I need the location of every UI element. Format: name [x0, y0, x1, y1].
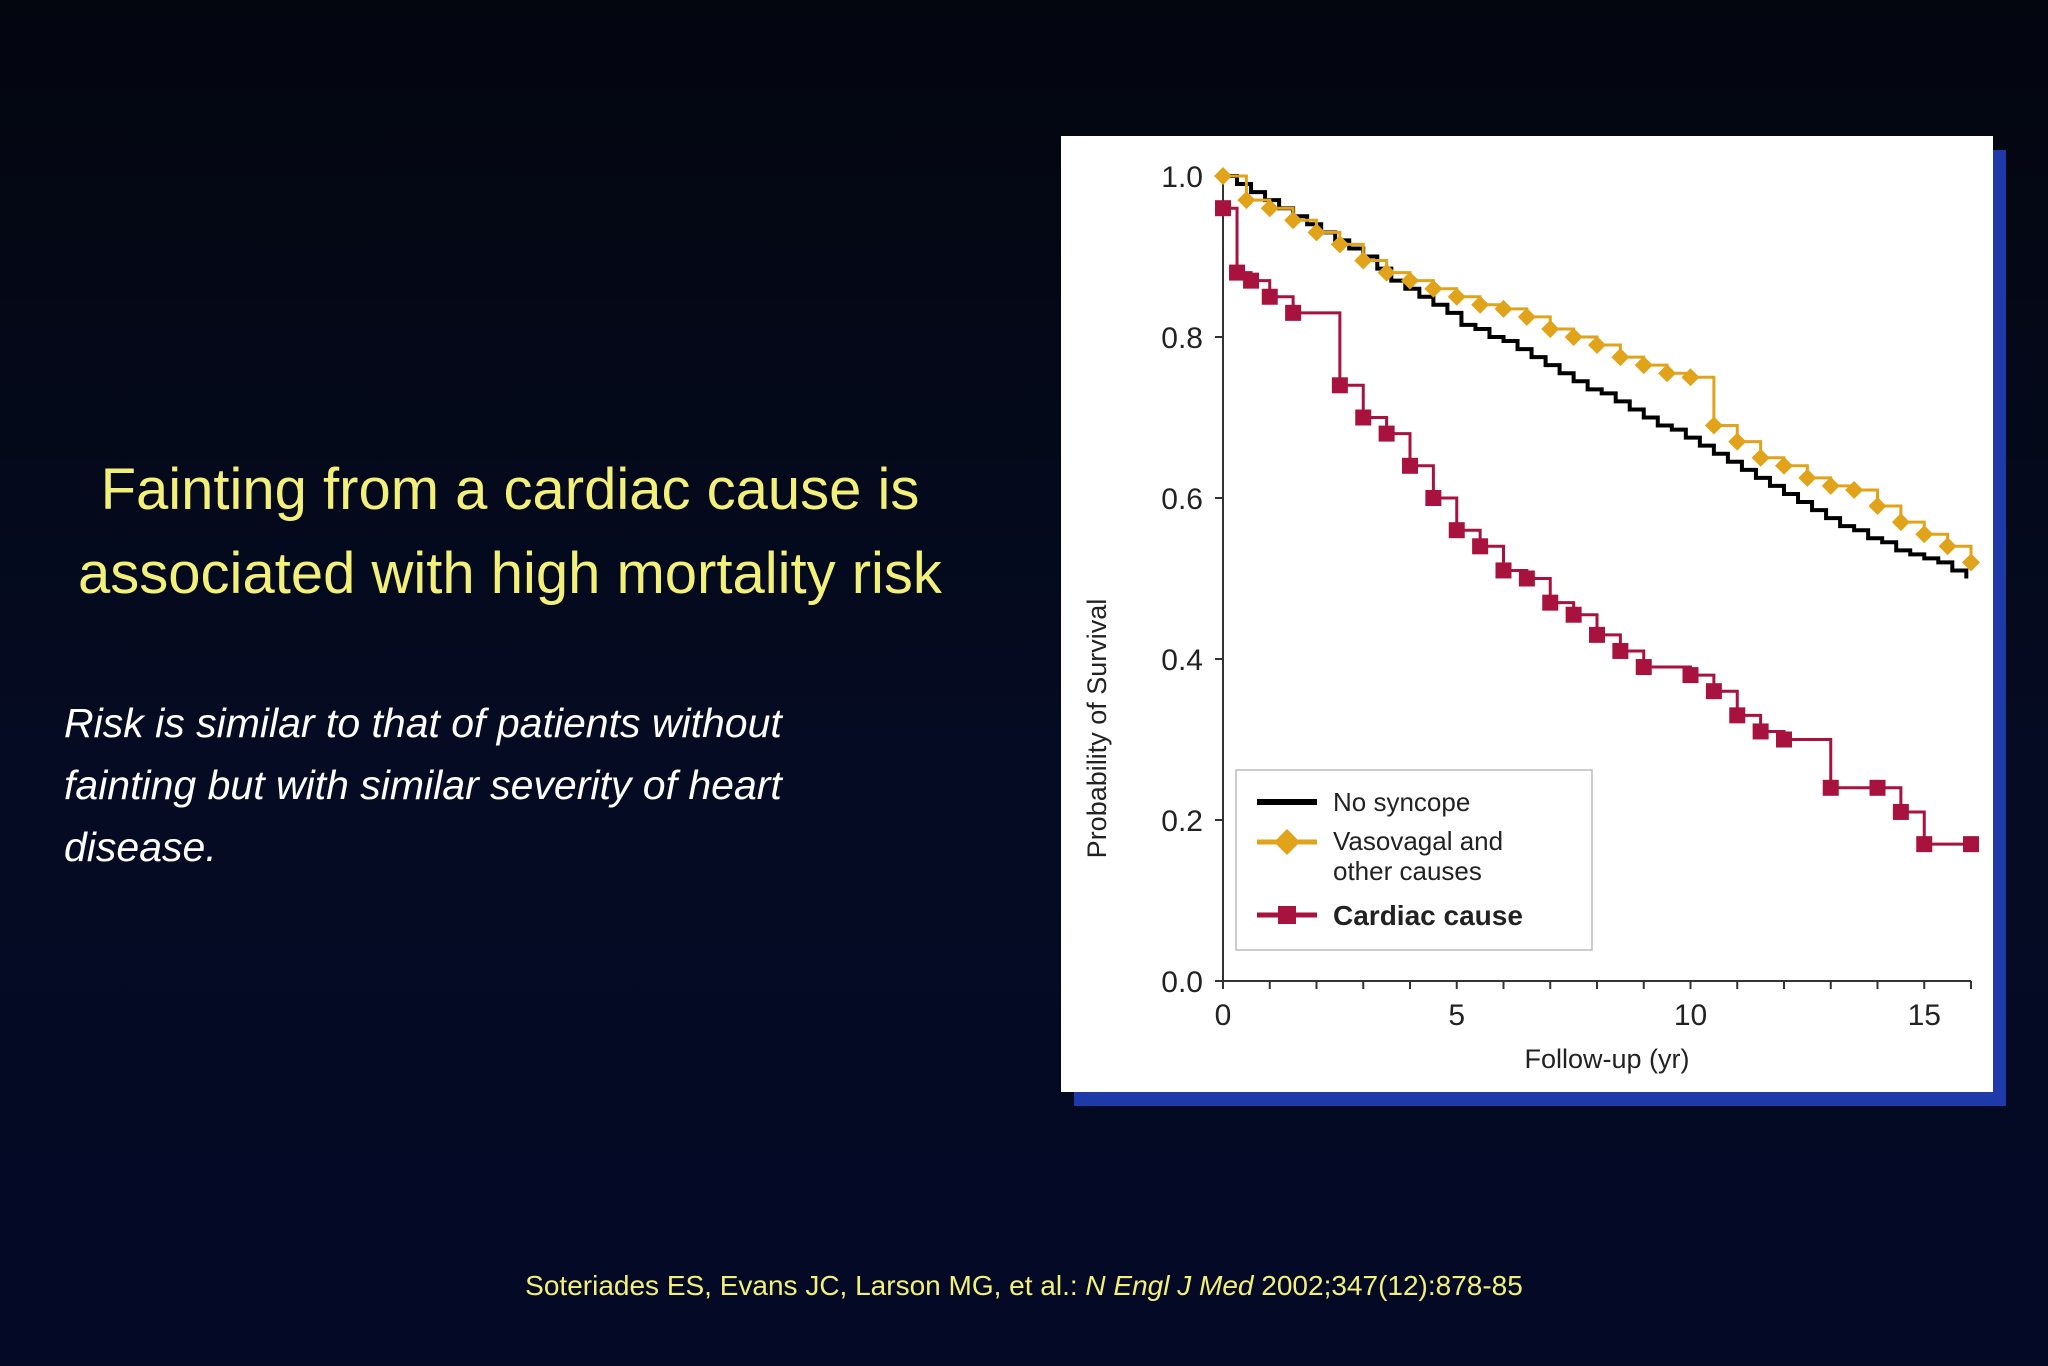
vasovagal-point — [1821, 476, 1840, 495]
vasovagal-point — [1471, 295, 1490, 314]
cardiac-point — [1729, 707, 1746, 724]
vasovagal-point — [1962, 553, 1980, 572]
chart-legend: No syncope Vasovagal and other causes Ca… — [1235, 769, 1593, 951]
vasovagal-point — [1751, 448, 1770, 467]
vasovagal-point — [1658, 364, 1677, 383]
legend-label-vasovagal-line2: other causes — [1333, 856, 1482, 886]
cardiac-point — [1892, 803, 1909, 820]
vasovagal-point — [1564, 328, 1583, 346]
x-axis-title: Follow-up (yr) — [1524, 1044, 1689, 1074]
legend-label-cardiac: Cardiac cause — [1333, 900, 1523, 931]
y-tick-label: 0.0 — [1161, 966, 1203, 999]
y-tick-label: 1.0 — [1161, 161, 1203, 194]
vasovagal-point — [1260, 199, 1279, 218]
cardiac-point — [1215, 200, 1231, 217]
vasovagal-point — [1798, 468, 1817, 487]
vasovagal-point — [1284, 211, 1303, 230]
vasovagal-point — [1330, 235, 1349, 254]
vasovagal-point — [1494, 299, 1513, 318]
citation-authors: Soteriades ES, Evans JC, Larson MG, et a… — [525, 1270, 1078, 1301]
slide-headline: Fainting from a cardiac cause is associa… — [40, 448, 980, 616]
cardiac-point — [1822, 779, 1839, 796]
vasovagal-point — [1915, 525, 1934, 544]
vasovagal-point — [1447, 287, 1466, 306]
cardiac-point — [1355, 409, 1372, 426]
cardiac-point — [1635, 659, 1652, 676]
x-tick-label: 15 — [1908, 999, 1941, 1032]
cardiac-point — [1495, 562, 1512, 579]
cardiac-point — [1589, 626, 1605, 643]
legend-label-no-syncope: No syncope — [1333, 787, 1470, 817]
cardiac-point — [1229, 264, 1246, 281]
headline-line-1: Fainting from a cardiac cause is — [100, 457, 920, 522]
x-tick-label: 0 — [1215, 999, 1232, 1032]
vasovagal-point — [1307, 223, 1326, 242]
vasovagal-point — [1611, 348, 1630, 367]
vasovagal-point — [1704, 416, 1723, 435]
cardiac-point — [1378, 425, 1395, 442]
y-axis-title: Probability of Survival — [1082, 599, 1112, 859]
vasovagal-point — [1845, 480, 1864, 499]
vasovagal-point — [1868, 497, 1887, 516]
legend-marker-vasovagal — [1274, 829, 1300, 855]
cardiac-point — [1752, 723, 1769, 740]
cardiac-point — [1425, 490, 1442, 506]
cardiac-point — [1682, 667, 1699, 684]
vasovagal-point — [1634, 356, 1653, 375]
cardiac-point — [1542, 594, 1559, 611]
legend-marker-cardiac — [1278, 906, 1296, 924]
cardiac-point — [1705, 683, 1722, 700]
vasovagal-point — [1517, 307, 1536, 326]
subtext-line-2: fainting but with similar severity of he… — [64, 762, 782, 808]
citation: Soteriades ES, Evans JC, Larson MG, et a… — [0, 1270, 2048, 1302]
cardiac-point — [1565, 606, 1582, 623]
cardiac-point — [1331, 377, 1348, 394]
legend-label-vasovagal-line1: Vasovagal and — [1333, 826, 1503, 856]
vasovagal-point — [1891, 513, 1910, 532]
cardiac-point — [1869, 779, 1886, 796]
cardiac-point — [1963, 836, 1979, 853]
series-line-cardiac — [1223, 206, 1971, 846]
cardiac-point — [1243, 272, 1260, 289]
vasovagal-point — [1681, 368, 1700, 387]
y-tick-label: 0.2 — [1161, 805, 1203, 838]
cardiac-point — [1402, 457, 1418, 474]
chart-panel: 0.0 0.2 0.4 0.6 0.8 1.0 0 5 10 15 Follow-up (yr) Pr… — [1061, 136, 1993, 1092]
x-tick-label: 10 — [1674, 999, 1707, 1032]
subtext-line-1: Risk is similar to that of patients with… — [64, 700, 782, 746]
x-tick-label: 5 — [1448, 999, 1465, 1032]
citation-journal: N Engl J Med — [1085, 1270, 1254, 1301]
vasovagal-point — [1401, 271, 1419, 290]
vasovagal-point — [1938, 537, 1957, 556]
cardiac-point — [1916, 836, 1933, 853]
y-tick-label: 0.4 — [1161, 644, 1203, 677]
subtext-line-3: disease. — [64, 824, 217, 870]
cardiac-point — [1285, 304, 1302, 321]
vasovagal-point — [1728, 432, 1747, 451]
slide-subtext: Risk is similar to that of patients with… — [64, 692, 924, 878]
survival-chart: 0.0 0.2 0.4 0.6 0.8 1.0 0 5 10 15 Follow-up (yr) Pr… — [1082, 161, 1980, 1074]
chart-series — [1214, 167, 1980, 853]
citation-ref: 2002;347(12):878-85 — [1261, 1270, 1523, 1301]
cardiac-point — [1448, 522, 1465, 539]
vasovagal-point — [1541, 319, 1560, 338]
cardiac-point — [1776, 731, 1792, 748]
y-tick-label: 0.6 — [1161, 483, 1203, 516]
vasovagal-point — [1354, 251, 1373, 270]
vasovagal-point — [1588, 336, 1606, 355]
vasovagal-point — [1214, 167, 1232, 185]
y-tick-label: 0.8 — [1161, 322, 1203, 355]
cardiac-point — [1518, 570, 1535, 587]
chart-axes: 0.0 0.2 0.4 0.6 0.8 1.0 0 5 10 15 Follow-up (yr) Pr… — [1082, 161, 1972, 1074]
cardiac-point — [1261, 288, 1278, 305]
cardiac-point — [1472, 538, 1489, 555]
series-line-no-syncope — [1223, 174, 1969, 579]
cardiac-point — [1612, 642, 1629, 659]
vasovagal-point — [1775, 456, 1793, 475]
vasovagal-point — [1237, 191, 1256, 210]
headline-line-2: associated with high mortality risk — [78, 541, 942, 606]
legend-label-vasovagal: Vasovagal and other causes — [1333, 826, 1510, 886]
vasovagal-point — [1424, 279, 1443, 298]
vasovagal-point — [1377, 263, 1396, 282]
